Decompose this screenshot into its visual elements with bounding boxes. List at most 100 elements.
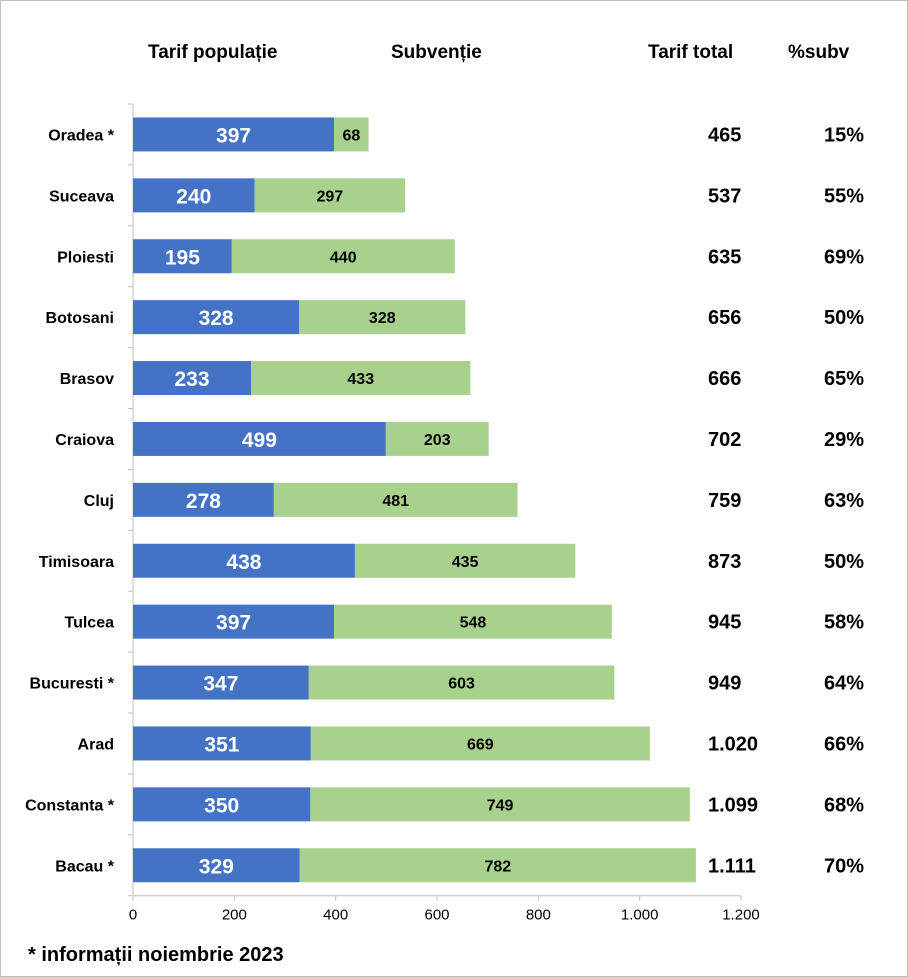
category-label: Tulcea [65, 615, 115, 632]
data-label-subventie: 669 [467, 736, 494, 753]
category-label: Arad [78, 736, 114, 753]
tarif-total-value: 1.099 [708, 794, 758, 816]
bar-subventie [299, 300, 466, 335]
bar-populatie [133, 178, 255, 213]
x-tick-label: 600 [424, 907, 449, 924]
tarif-total-value: 635 [708, 246, 741, 268]
x-tick-label: 800 [526, 907, 551, 924]
pct-subv-value: 58% [824, 612, 864, 634]
data-label-populatie: 240 [176, 185, 211, 208]
data-label-populatie: 195 [165, 246, 200, 269]
pct-subv-value: 70% [824, 855, 864, 877]
pct-subv-value: 69% [824, 246, 864, 268]
bar-subventie [310, 787, 690, 822]
header-pct-subv: %subv [788, 42, 850, 63]
category-label: Timisoara [39, 554, 114, 571]
bar-populatie [133, 543, 355, 578]
category-label: Suceava [49, 188, 114, 205]
pct-subv-value: 15% [824, 124, 864, 146]
data-label-subventie: 481 [382, 493, 409, 510]
category-label: Botosani [46, 310, 114, 327]
pct-subv-value: 55% [824, 185, 864, 207]
data-label-subventie: 548 [460, 615, 487, 632]
header-tarif-total: Tarif total [648, 42, 734, 63]
bar-populatie [133, 482, 274, 517]
header-tarif-populatie: Tarif populație [148, 42, 278, 63]
bar-populatie [133, 117, 335, 152]
data-label-subventie: 782 [484, 858, 511, 875]
x-tick-label: 400 [323, 907, 348, 924]
bar-subventie [251, 361, 471, 396]
x-tick-label: 1.000 [621, 907, 659, 924]
bar-populatie [133, 300, 300, 335]
data-label-subventie: 297 [316, 188, 343, 205]
tarif-total-value: 537 [708, 185, 741, 207]
bar-populatie [133, 848, 300, 883]
category-label: Bucuresti * [30, 676, 115, 693]
data-label-subventie: 68 [342, 127, 360, 144]
data-label-subventie: 433 [347, 371, 374, 388]
pct-subv-value: 63% [824, 490, 864, 512]
bar-subventie [385, 421, 489, 456]
category-label: Cluj [84, 493, 114, 510]
tarif-total-value: 465 [708, 124, 741, 146]
data-label-subventie: 440 [330, 249, 357, 266]
data-label-populatie: 233 [175, 368, 210, 391]
bar-populatie [133, 361, 252, 396]
tarif-total-value: 1.111 [708, 855, 756, 877]
data-label-subventie: 328 [369, 310, 396, 327]
data-label-populatie: 438 [226, 551, 261, 574]
tarif-total-value: 759 [708, 490, 741, 512]
pct-subv-value: 68% [824, 794, 864, 816]
x-tick-label: 0 [129, 907, 137, 924]
tarif-total-value: 666 [708, 368, 741, 390]
data-label-populatie: 347 [203, 673, 238, 696]
pct-subv-value: 50% [824, 551, 864, 573]
category-label: Constanta * [25, 797, 115, 814]
pct-subv-value: 29% [824, 429, 864, 451]
category-label: Brasov [60, 371, 114, 388]
data-label-populatie: 350 [204, 794, 239, 817]
bar-subventie [299, 848, 696, 883]
bar-subventie [308, 665, 615, 700]
x-tick-label: 200 [222, 907, 247, 924]
x-tick-label: 1.200 [722, 907, 760, 924]
category-label: Oradea * [48, 127, 115, 144]
bar-subventie [254, 178, 406, 213]
header-subventie: Subvenție [391, 42, 482, 63]
data-label-populatie: 278 [186, 490, 221, 513]
data-label-populatie: 499 [242, 429, 277, 452]
data-label-populatie: 351 [204, 733, 239, 756]
bar-subventie [334, 117, 369, 152]
tarif-total-value: 949 [708, 673, 741, 695]
tarif-total-value: 656 [708, 307, 741, 329]
category-label: Ploiesti [57, 249, 114, 266]
data-label-subventie: 435 [452, 554, 479, 571]
bar-populatie [133, 421, 386, 456]
bar-subventie [334, 604, 612, 639]
pct-subv-value: 66% [824, 733, 864, 755]
data-label-populatie: 328 [199, 307, 234, 330]
data-label-populatie: 329 [199, 855, 234, 878]
data-label-subventie: 603 [448, 676, 475, 693]
tarif-total-value: 945 [708, 612, 741, 634]
bar-subventie [310, 726, 650, 761]
bar-populatie [133, 787, 311, 822]
pct-subv-value: 64% [824, 673, 864, 695]
bar-populatie [133, 726, 311, 761]
data-label-subventie: 749 [487, 797, 514, 814]
bar-subventie [231, 239, 455, 274]
category-label: Bacau * [55, 858, 114, 875]
bar-populatie [133, 665, 309, 700]
data-label-populatie: 397 [216, 612, 251, 635]
category-label: Craiova [55, 432, 114, 449]
bar-subventie [354, 543, 576, 578]
tarif-total-value: 1.020 [708, 733, 758, 755]
data-label-subventie: 203 [424, 432, 451, 449]
bar-populatie [133, 604, 335, 639]
tarif-total-value: 873 [708, 551, 741, 573]
pct-subv-value: 65% [824, 368, 864, 390]
footnote: * informații noiembrie 2023 [28, 944, 284, 966]
bar-populatie [133, 239, 232, 274]
